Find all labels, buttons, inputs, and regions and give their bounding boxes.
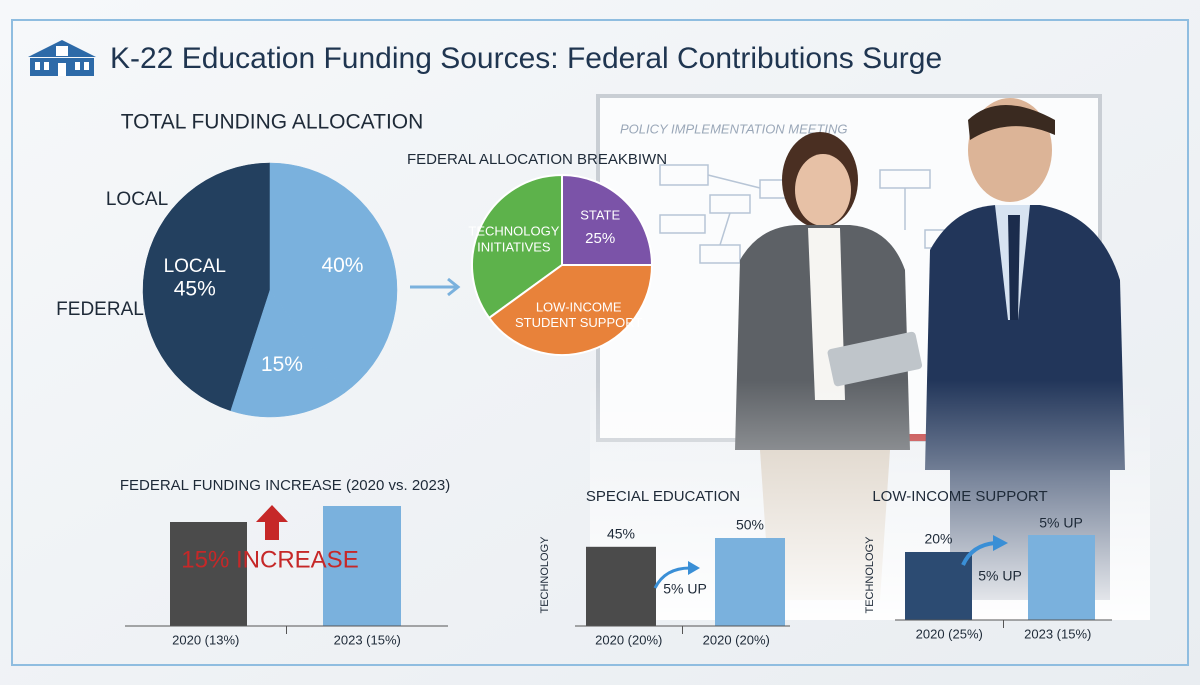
pie-slice xyxy=(142,162,271,412)
x-tick-label: 2020 (20%) xyxy=(595,632,662,647)
frame xyxy=(11,19,1189,666)
bar xyxy=(1028,535,1095,620)
flow-arrow xyxy=(410,277,461,297)
x-tick-label: 2023 (15%) xyxy=(334,632,401,647)
chart-title: TOTAL FUNDING ALLOCATION xyxy=(121,111,424,134)
annotation: 5% UP xyxy=(1039,515,1083,531)
annotation: 5% UP xyxy=(978,568,1022,584)
bar-chart: LOW-INCOME SUPPORT TECHNOLOGY 2020 (25%) 20… xyxy=(864,488,1112,641)
bar-chart: SPECIAL EDUCATION TECHNOLOGY 2020 (20%) 45%… xyxy=(539,488,790,647)
pie-slice xyxy=(487,264,654,356)
school-icon xyxy=(28,40,96,76)
slice-value: 15% xyxy=(261,353,303,376)
up-arrow xyxy=(961,541,996,566)
up-arrow-head xyxy=(993,535,1008,551)
slice-label: STATE xyxy=(580,207,620,222)
annotation: 15% INCREASE xyxy=(181,546,358,573)
chart-title: FEDERAL ALLOCATION BREAKBIWN xyxy=(407,151,667,168)
pie-chart: FEDERAL ALLOCATION BREAKBIWN TECHNOLOGY IN… xyxy=(407,151,667,356)
slice-value: 40% xyxy=(321,254,363,277)
bar-chart: FEDERAL FUNDING INCREASE (2020 vs. 2023)… xyxy=(120,477,450,647)
annotation: 5% UP xyxy=(663,581,707,597)
bar xyxy=(905,552,972,620)
chart-title: FEDERAL FUNDING INCREASE (2020 vs. 2023) xyxy=(120,477,450,494)
value-label: 20% xyxy=(924,531,952,547)
chart-title: SPECIAL EDUCATION xyxy=(586,488,740,505)
pie-slice xyxy=(561,173,654,266)
pie-chart: TOTAL FUNDING ALLOCATIONLOCAL45%40%15%LO… xyxy=(56,111,424,418)
slice-label: LOW-INCOME STUDENT SUPPORT xyxy=(515,300,642,331)
x-tick-label: 2020 (13%) xyxy=(172,632,239,647)
value-label: 50% xyxy=(736,517,764,533)
bar xyxy=(715,538,785,626)
page-title: K-22 Education Funding Sources: Federal … xyxy=(110,42,942,75)
pie-slice xyxy=(471,173,563,320)
x-tick-label: 2020 (20%) xyxy=(703,632,770,647)
slice-value: 25% xyxy=(585,230,615,247)
increase-arrow xyxy=(256,505,288,540)
value-label: 45% xyxy=(607,526,635,542)
up-arrow-head xyxy=(688,561,700,575)
x-tick-label: 2023 (15%) xyxy=(1024,626,1091,641)
pie-slice xyxy=(230,289,345,418)
y-axis-label: TECHNOLOGY xyxy=(539,536,551,614)
bar xyxy=(170,522,247,626)
up-arrow xyxy=(653,566,691,589)
bar xyxy=(586,546,656,626)
bar xyxy=(323,506,401,626)
y-axis-label: TECHNOLOGY xyxy=(864,536,876,614)
x-tick-label: 2020 (25%) xyxy=(916,626,983,641)
slice-value: 45% xyxy=(174,278,216,301)
slice-label: TECHNOLOGY INITIATIVES xyxy=(468,224,559,255)
whiteboard-text: POLICY IMPLEMENTATION MEETING xyxy=(620,121,848,136)
chart-title: LOW-INCOME SUPPORT xyxy=(872,488,1047,505)
annotation: LOCAL xyxy=(106,189,168,210)
pie-slice xyxy=(269,162,398,394)
annotation: FEDERAL xyxy=(56,299,144,320)
slice-label: LOCAL xyxy=(164,256,226,277)
